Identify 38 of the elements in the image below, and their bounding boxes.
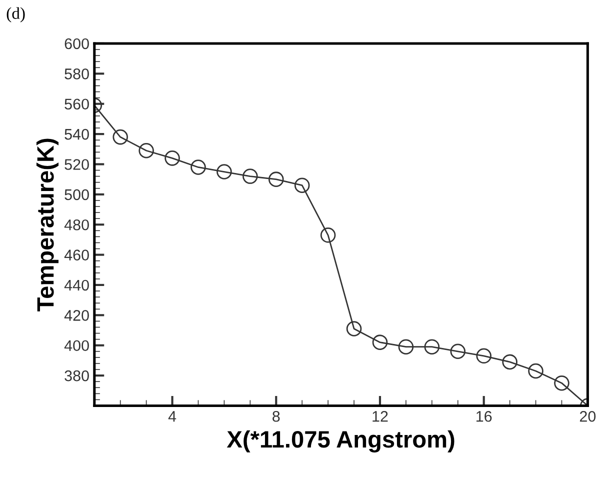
text: (d)	[6, 7, 25, 22]
x-tick-label: 12	[372, 410, 388, 422]
point	[112, 129, 128, 145]
x-tick-label: 4	[168, 411, 176, 422]
y-tick-label: 440	[64, 280, 89, 291]
point	[138, 142, 154, 158]
point	[294, 178, 310, 193]
point	[268, 172, 284, 187]
point	[346, 321, 362, 336]
point	[528, 363, 544, 379]
point	[372, 334, 388, 350]
point	[476, 348, 492, 364]
x-axis-title: X(*11.075 Angstrom)	[226, 430, 454, 452]
y-tick-label: 560	[64, 98, 89, 110]
point	[320, 228, 336, 243]
point	[398, 339, 414, 354]
point	[554, 375, 570, 391]
point	[502, 354, 518, 370]
y-tick-label: 460	[64, 250, 89, 260]
point	[216, 164, 232, 180]
y-tick-label: 600	[64, 38, 89, 50]
point	[450, 344, 466, 360]
x-tick-label: 20	[580, 410, 596, 422]
y-tick-label: 540	[64, 128, 89, 140]
point	[190, 160, 206, 175]
y-tick-label: 520	[64, 159, 89, 170]
y-tick-label: 500	[64, 189, 89, 200]
x-tick-label: 8	[272, 410, 280, 422]
y-tick-label: 580	[64, 68, 89, 80]
point	[242, 168, 258, 184]
y-axis-title: Temperature(K)	[36, 138, 58, 312]
y-tick-label: 400	[64, 340, 89, 352]
point	[164, 150, 180, 166]
x-tick-label: 16	[476, 410, 492, 422]
y-tick-label: 480	[64, 219, 89, 230]
y-tick-label: 420	[64, 310, 89, 321]
y-tick-label: 380	[64, 370, 89, 382]
point	[424, 339, 440, 354]
